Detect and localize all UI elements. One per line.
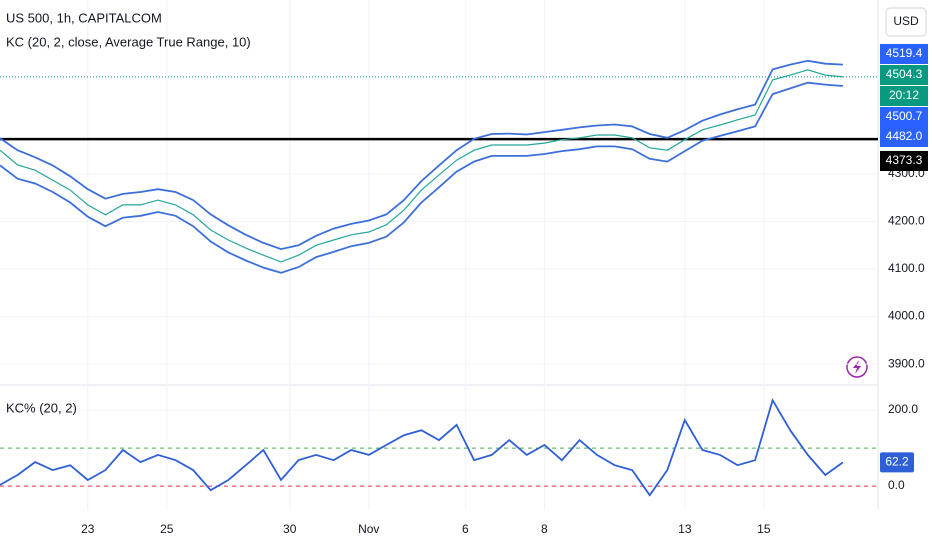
symbol-title: US 500, 1h, CAPITALCOM [6,10,162,25]
x-tick-label: 13 [678,522,692,536]
indicator-title: KC (20, 2, close, Average True Range, 10… [6,34,251,49]
alert-bolt [853,360,861,374]
x-tick-label: 25 [160,522,174,536]
y-tick-label: 3900.0 [888,356,925,370]
y-tick-label: 4200.0 [888,214,925,228]
price-label: 4482.0 [886,129,923,143]
y-tick-label: 200.0 [888,402,918,416]
x-tick-label: 30 [283,522,297,536]
price-label: 4373.3 [886,153,923,167]
price-label: 4504.3 [886,67,923,81]
y-tick-label: 4000.0 [888,309,925,323]
last-value-box [880,452,914,473]
price-label-box [880,127,928,147]
x-tick-label: 23 [81,522,95,536]
price-label-box [880,151,928,171]
last-value-label: 62.2 [885,455,909,469]
price-label-box [880,86,928,106]
y-tick-label: 0.0 [888,478,905,492]
price-label: 20:12 [889,88,919,102]
series-line [0,81,843,274]
currency: USD [893,14,919,28]
y-tick-label: 4100.0 [888,261,925,275]
price-label: 4500.7 [886,109,923,123]
price-label: 4519.4 [886,46,923,60]
x-tick-label: 8 [541,522,548,536]
series-line [0,397,844,497]
series-line [0,69,843,263]
x-tick-label: 6 [462,522,469,536]
currency-button[interactable] [885,7,927,37]
price-label-box [880,107,928,127]
x-tick-label: 15 [757,522,771,536]
price-label-box [880,44,928,64]
series-line [0,59,843,251]
oscillator-title: KC% (20, 2) [6,400,77,415]
price-label-box [880,65,928,85]
x-tick-label: Nov [358,522,379,536]
